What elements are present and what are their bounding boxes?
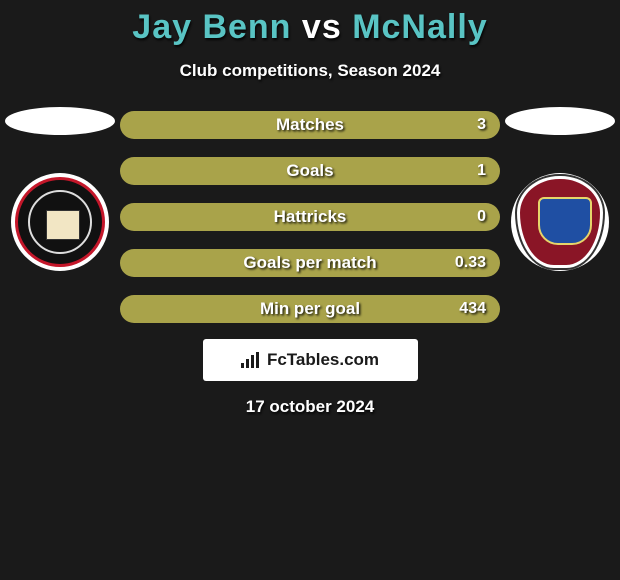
right-column — [500, 111, 620, 271]
bohemians-crest-icon — [15, 177, 105, 267]
stat-right-value: 0 — [477, 208, 486, 226]
stat-right-value: 3 — [477, 116, 486, 134]
right-club-crest — [511, 173, 609, 271]
stat-label: Goals — [286, 161, 333, 181]
vs-text: vs — [302, 8, 342, 46]
left-column — [0, 111, 120, 271]
stat-label: Goals per match — [243, 253, 376, 273]
stat-label: Hattricks — [274, 207, 347, 227]
brand-text: FcTables.com — [267, 350, 379, 370]
brand-box: FcTables.com — [203, 339, 418, 381]
right-avatar-placeholder — [505, 107, 615, 135]
player1-name: Jay Benn — [132, 8, 291, 46]
left-avatar-placeholder — [5, 107, 115, 135]
stat-right-value: 0.33 — [455, 254, 486, 272]
subtitle: Club competitions, Season 2024 — [0, 61, 620, 81]
stat-row: Goals 1 — [120, 157, 500, 185]
drogheda-crest-icon — [517, 176, 603, 268]
stat-row: Hattricks 0 — [120, 203, 500, 231]
stat-row: Goals per match 0.33 — [120, 249, 500, 277]
left-club-crest — [11, 173, 109, 271]
page-title: Jay Benn vs McNally — [0, 0, 620, 47]
stat-row: Matches 3 — [120, 111, 500, 139]
player2-name: McNally — [352, 8, 488, 46]
stat-right-value: 1 — [477, 162, 486, 180]
stat-label: Matches — [276, 115, 344, 135]
stats-column: Matches 3 Goals 1 Hattricks 0 Goals per match 0… — [120, 111, 500, 323]
stat-label: Min per goal — [260, 299, 360, 319]
date-text: 17 october 2024 — [0, 397, 620, 417]
brand-chart-icon — [241, 352, 261, 368]
stat-right-value: 434 — [459, 300, 486, 318]
stat-row: Min per goal 434 — [120, 295, 500, 323]
